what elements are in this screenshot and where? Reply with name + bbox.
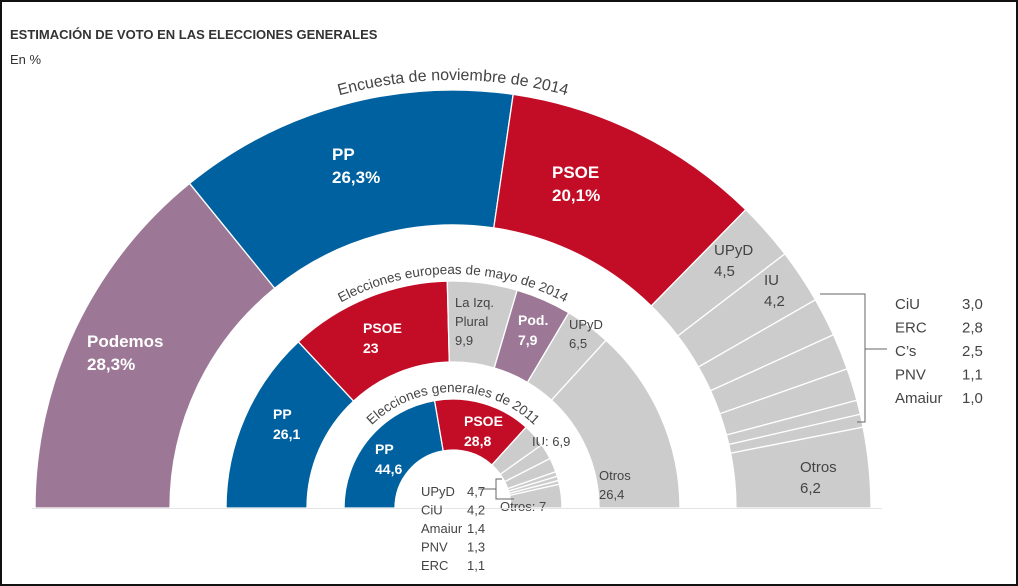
- callout-value: 3,0: [962, 296, 983, 313]
- callout-label: PNV: [895, 367, 926, 384]
- ring-elecciones-generales-de-2011: PP 44,6 PSOE 28,8 IU: 6,9 Otros: 7: [343, 398, 570, 514]
- slice-value-upyd: 4,5: [714, 263, 735, 280]
- callout-value: 1,1: [962, 367, 983, 384]
- slice-value-psoe: 20,1%: [552, 186, 600, 205]
- slice-label-pp: PP: [273, 406, 292, 422]
- slice-value-podemos: 28,3%: [87, 355, 135, 374]
- slice-label-pp: PP: [375, 441, 394, 457]
- slice-value-pp: 26,1: [273, 426, 300, 442]
- callout-value: 4,2: [467, 503, 485, 518]
- slice-value-upyd: 6,5: [569, 336, 587, 351]
- callout-label: PNV: [421, 540, 448, 555]
- callout-bracket: [820, 293, 887, 423]
- chart-title: ESTIMACIÓN DE VOTO EN LAS ELECCIONES GEN…: [10, 27, 378, 42]
- callout-label: UPyD: [421, 484, 455, 499]
- slice-label-upyd: UPyD: [569, 317, 603, 332]
- callout-bracket: [478, 478, 514, 500]
- callout-label: C’s: [895, 343, 916, 360]
- slice-label-pod: Pod.: [518, 312, 548, 328]
- slice-label-la-izq-plural: Plural: [455, 314, 488, 329]
- slice-value-la-izq-plural: 9,9: [455, 333, 473, 348]
- ring-encuesta-de-noviembre-de-2014: Podemos 28,3% PP 26,3% PSOE 20,1% UPyD 4,5 IU 4,2…: [34, 89, 872, 509]
- slice-value-otros: 26,4: [599, 487, 624, 502]
- slice-value-psoe: 23: [363, 340, 379, 356]
- slice-label-pp: PP: [332, 145, 355, 164]
- slice-otros: [550, 339, 681, 509]
- slice-label-otros: Otros: [800, 459, 837, 476]
- callout-label: ERC: [421, 558, 448, 573]
- slice-label-iu: IU: [764, 272, 779, 289]
- slice-value-iu: 4,2: [764, 293, 785, 310]
- slice-label-otros: Otros: 7: [500, 499, 546, 514]
- callout-value: 2,8: [962, 320, 983, 337]
- callout-value: 4,7: [467, 484, 485, 499]
- slice-label-psoe: PSOE: [464, 413, 503, 429]
- callout-value: 1,3: [467, 540, 485, 555]
- slice-label-iu: IU: 6,9: [532, 434, 570, 449]
- slice-value-pod: 7,9: [518, 332, 538, 348]
- callout-label: Amaiur: [421, 521, 463, 536]
- slice-value-otros: 6,2: [800, 480, 821, 497]
- slice-pp: [343, 399, 444, 509]
- chart-subtitle: En %: [10, 52, 42, 67]
- callout-value: 1,4: [467, 521, 485, 536]
- slice-label-otros: Otros: [599, 468, 631, 483]
- callout-label: CiU: [421, 503, 443, 518]
- callout-label: Amaiur: [895, 390, 943, 407]
- slice-label-upyd: UPyD: [714, 242, 753, 259]
- callout-value: 2,5: [962, 343, 983, 360]
- slice-label-psoe: PSOE: [552, 163, 599, 182]
- slice-label-podemos: Podemos: [87, 332, 164, 351]
- callout-label: ERC: [895, 320, 927, 337]
- slice-label-la-izq-plural: La Izq.: [455, 295, 494, 310]
- callout-label: CiU: [895, 296, 920, 313]
- ring-elecciones-europeas-de-mayo-de-2014: PP 26,1 PSOE 23 La Izq. Plural 9,9 Pod. 7,9 UPyD 6…: [225, 280, 681, 509]
- slice-label-psoe: PSOE: [363, 320, 402, 336]
- callout-value: 1,1: [467, 558, 485, 573]
- slice-value-pp: 26,3%: [332, 168, 380, 187]
- slice-value-pp: 44,6: [375, 461, 402, 477]
- callout-value: 1,0: [962, 390, 983, 407]
- slice-value-psoe: 28,8: [464, 433, 491, 449]
